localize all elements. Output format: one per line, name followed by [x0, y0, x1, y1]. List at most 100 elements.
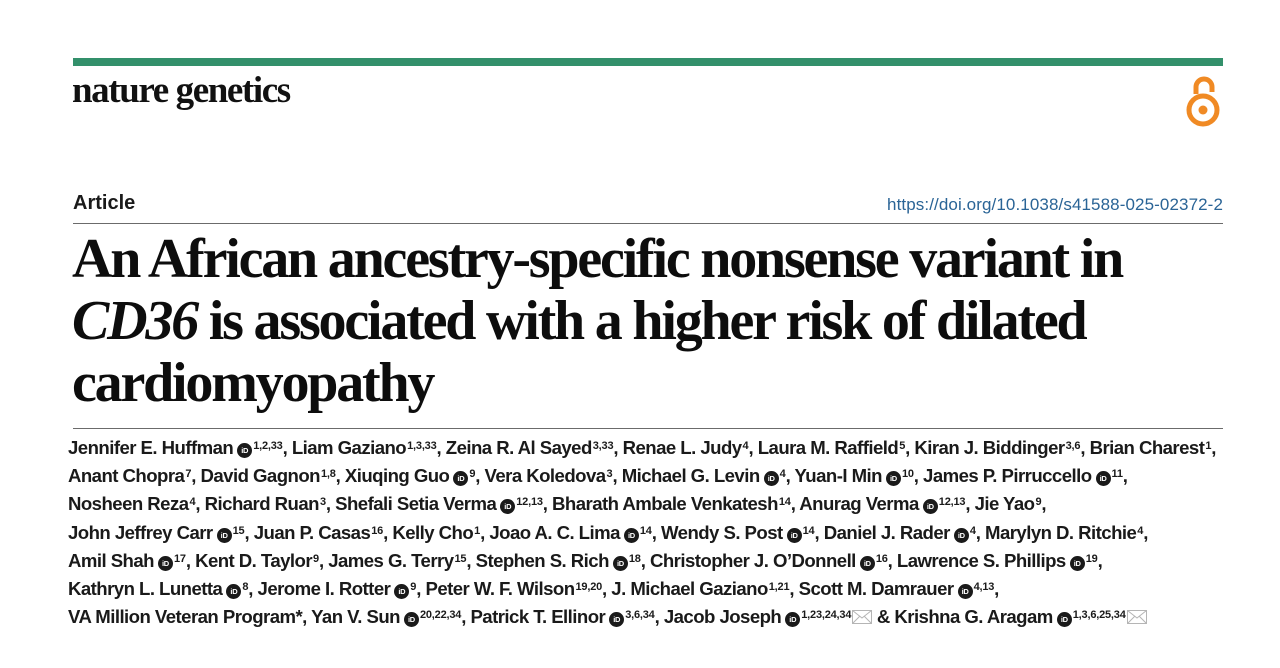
- orcid-icon[interactable]: iD: [922, 499, 938, 515]
- affiliation-superscript[interactable]: 1: [474, 524, 481, 537]
- author-name[interactable]: David Gagnon: [200, 465, 321, 487]
- orcid-icon[interactable]: iD: [500, 499, 516, 515]
- orcid-icon[interactable]: iD: [453, 471, 469, 487]
- affiliation-superscript[interactable]: 9: [410, 581, 417, 594]
- author-name[interactable]: Vera Koledova: [484, 465, 607, 487]
- author-name[interactable]: Scott M. Damrauer: [798, 578, 954, 600]
- affiliation-superscript[interactable]: 4: [1137, 524, 1144, 537]
- affiliation-superscript[interactable]: 1,23,24,34: [801, 609, 852, 622]
- affiliation-superscript[interactable]: 9: [313, 552, 319, 565]
- affiliation-superscript[interactable]: 9: [1035, 496, 1042, 509]
- orcid-icon[interactable]: iD: [226, 584, 242, 600]
- author-name[interactable]: Daniel J. Rader: [823, 521, 951, 543]
- author-name[interactable]: J. Michael Gaziano: [611, 578, 768, 600]
- affiliation-superscript[interactable]: 3,6: [1065, 440, 1081, 452]
- affiliation-superscript[interactable]: 1,2,33: [253, 440, 283, 452]
- affiliation-superscript[interactable]: 8: [242, 581, 249, 594]
- author-name[interactable]: Brian Charest: [1089, 437, 1205, 458]
- affiliation-superscript[interactable]: 14: [639, 524, 652, 537]
- author-name[interactable]: Anurag Verma: [799, 493, 919, 515]
- author-name[interactable]: Kiran J. Biddinger: [914, 437, 1065, 458]
- author-name[interactable]: Joao A. C. Lima: [489, 521, 620, 543]
- orcid-icon[interactable]: iD: [785, 612, 801, 628]
- affiliation-superscript[interactable]: 5: [899, 440, 906, 452]
- orcid-icon[interactable]: iD: [885, 471, 901, 487]
- author-name[interactable]: Anant Chopra: [68, 465, 185, 487]
- email-envelope-icon[interactable]: [1126, 610, 1147, 625]
- affiliation-superscript[interactable]: 4: [779, 468, 786, 481]
- affiliation-superscript[interactable]: 1,3,33: [407, 440, 437, 452]
- affiliation-superscript[interactable]: 9: [469, 468, 476, 481]
- author-name[interactable]: Michael G. Levin: [621, 465, 760, 487]
- author-name[interactable]: Jennifer E. Huffman: [68, 437, 234, 458]
- author-name[interactable]: Amil Shah: [68, 549, 155, 571]
- author-name[interactable]: Stephen S. Rich: [475, 549, 610, 571]
- orcid-icon[interactable]: iD: [237, 443, 253, 458]
- affiliation-superscript[interactable]: 1,8: [320, 468, 336, 481]
- affiliation-superscript[interactable]: 14: [778, 496, 791, 509]
- author-name[interactable]: James G. Terry: [328, 549, 454, 571]
- author-name[interactable]: Kelly Cho: [392, 521, 474, 543]
- affiliation-superscript[interactable]: 15: [454, 552, 467, 565]
- affiliation-superscript[interactable]: 4: [742, 440, 749, 452]
- author-name[interactable]: Yuan-I Min: [794, 465, 882, 487]
- orcid-icon[interactable]: iD: [609, 612, 625, 628]
- author-name[interactable]: Kent D. Taylor: [195, 549, 313, 571]
- author-name[interactable]: Kathryn L. Lunetta: [68, 578, 223, 600]
- doi-link[interactable]: https://doi.org/10.1038/s41588-025-02372…: [887, 195, 1223, 214]
- orcid-icon[interactable]: iD: [786, 527, 802, 543]
- author-name[interactable]: Patrick T. Ellinor: [470, 606, 606, 628]
- email-envelope-icon[interactable]: [852, 610, 873, 625]
- orcid-icon[interactable]: iD: [157, 555, 173, 571]
- author-name[interactable]: Marylyn D. Ritchie: [985, 521, 1137, 543]
- author-name[interactable]: Jerome I. Rotter: [257, 578, 391, 600]
- author-name[interactable]: Yan V. Sun: [311, 606, 400, 628]
- affiliation-superscript[interactable]: 11: [1111, 468, 1123, 481]
- affiliation-superscript[interactable]: 12,13: [516, 496, 543, 509]
- author-name[interactable]: Richard Ruan: [204, 493, 320, 515]
- author-name[interactable]: Wendy S. Post: [660, 521, 783, 543]
- orcid-icon[interactable]: iD: [1056, 612, 1072, 628]
- affiliation-superscript[interactable]: 17: [173, 552, 186, 565]
- author-name[interactable]: Lawrence S. Phillips: [896, 549, 1066, 571]
- affiliation-superscript[interactable]: 15: [232, 524, 245, 537]
- orcid-icon[interactable]: iD: [612, 555, 628, 571]
- author-name[interactable]: Shefali Setia Verma: [335, 493, 497, 515]
- affiliation-superscript[interactable]: 3,33: [592, 440, 614, 452]
- affiliation-superscript[interactable]: 1,21: [768, 581, 790, 594]
- author-name[interactable]: VA Million Veteran Program*: [68, 606, 303, 628]
- orcid-icon[interactable]: iD: [859, 555, 875, 571]
- author-name[interactable]: Liam Gaziano: [291, 437, 407, 458]
- affiliation-superscript[interactable]: 12,13: [938, 496, 966, 509]
- orcid-icon[interactable]: iD: [216, 527, 232, 543]
- affiliation-superscript[interactable]: 1,3,6,25,34: [1072, 609, 1126, 622]
- affiliation-superscript[interactable]: 19: [1085, 552, 1098, 565]
- affiliation-superscript[interactable]: 7: [185, 468, 192, 481]
- affiliation-superscript[interactable]: 16: [371, 524, 384, 537]
- author-name[interactable]: Laura M. Raffield: [757, 437, 899, 458]
- author-name[interactable]: Renae L. Judy: [622, 437, 742, 458]
- author-name[interactable]: James P. Pirruccello: [923, 465, 1092, 487]
- author-name[interactable]: Krishna G. Aragam: [894, 606, 1053, 628]
- affiliation-superscript[interactable]: 4: [189, 496, 196, 509]
- orcid-icon[interactable]: iD: [953, 527, 969, 543]
- orcid-icon[interactable]: iD: [1095, 471, 1111, 487]
- author-name[interactable]: Peter W. F. Wilson: [425, 578, 575, 600]
- affiliation-superscript[interactable]: 3: [606, 468, 613, 481]
- affiliation-superscript[interactable]: 3,6,34: [625, 609, 655, 622]
- affiliation-superscript[interactable]: 20,22,34: [419, 609, 462, 622]
- orcid-icon[interactable]: iD: [623, 527, 639, 543]
- author-name[interactable]: Bharath Ambale Venkatesh: [552, 493, 778, 515]
- orcid-icon[interactable]: iD: [763, 471, 779, 487]
- affiliation-superscript[interactable]: 19,20: [575, 581, 603, 594]
- author-name[interactable]: Nosheen Reza: [68, 493, 189, 515]
- affiliation-superscript[interactable]: 1: [1205, 440, 1212, 452]
- author-name[interactable]: Jie Yao: [974, 493, 1035, 515]
- affiliation-superscript[interactable]: 4,13: [973, 581, 995, 594]
- affiliation-superscript[interactable]: 10: [901, 468, 914, 481]
- affiliation-superscript[interactable]: 3: [319, 496, 326, 509]
- orcid-icon[interactable]: iD: [1069, 555, 1085, 571]
- journal-logo[interactable]: nature genetics: [72, 70, 291, 111]
- affiliation-superscript[interactable]: 14: [802, 524, 815, 537]
- author-name[interactable]: John Jeffrey Carr: [68, 521, 213, 543]
